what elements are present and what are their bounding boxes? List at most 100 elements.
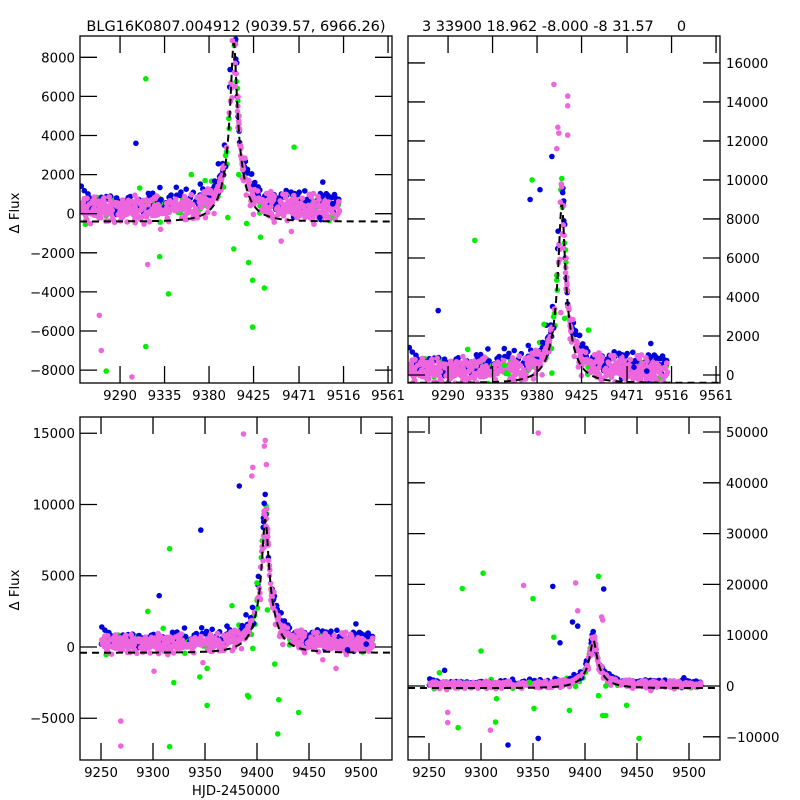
data-point-pink <box>501 357 507 364</box>
x-tick-label: 9516 <box>327 389 361 404</box>
data-point-pink <box>132 192 138 198</box>
data-point-pink <box>411 378 417 383</box>
data-point-blue <box>363 641 370 647</box>
ylabel-top: Δ Flux <box>8 192 23 233</box>
data-point-pink <box>646 372 653 378</box>
y-tick-label: 10000 <box>33 498 75 513</box>
data-point-pink <box>198 204 205 211</box>
data-point-pink <box>368 645 374 651</box>
data-point-green <box>202 177 208 184</box>
data-point-green <box>464 346 471 353</box>
y-tick-label: −5000 <box>30 712 75 727</box>
data-point-blue <box>441 667 448 674</box>
data-point-pink <box>411 357 418 363</box>
data-point-pink <box>320 200 327 207</box>
data-point-blue <box>317 214 323 221</box>
data-point-pink <box>311 629 317 636</box>
data-point-blue <box>81 187 88 194</box>
data-point-pink <box>265 557 272 564</box>
data-point-pink <box>228 633 235 640</box>
data-point-pink <box>620 680 626 687</box>
data-point-pink <box>546 348 552 355</box>
data-point-green <box>478 648 484 654</box>
data-point-pink <box>468 358 475 365</box>
y-tick-label: 15000 <box>33 427 75 442</box>
data-point-pink <box>619 365 625 371</box>
data-point-pink <box>507 364 513 370</box>
data-point-pink <box>129 374 135 380</box>
data-point-pink <box>277 206 283 213</box>
data-point-green <box>559 175 565 182</box>
data-point-pink <box>441 361 447 367</box>
x-tick-label: 9350 <box>516 766 550 781</box>
data-point-pink <box>145 201 152 208</box>
data-point-green <box>530 595 536 602</box>
data-point-pink <box>556 677 562 684</box>
data-point-pink <box>629 678 636 685</box>
data-point-pink <box>559 184 565 190</box>
data-point-pink <box>269 594 276 600</box>
data-point-blue <box>511 347 517 354</box>
data-point-pink <box>140 197 147 204</box>
x-tick-label: 9500 <box>672 766 706 781</box>
data-point-pink <box>487 727 494 733</box>
data-point-pink <box>94 199 101 206</box>
data-point-pink <box>434 368 441 375</box>
data-point-pink <box>201 195 208 201</box>
plot-area <box>80 431 392 750</box>
data-point-blue <box>156 592 162 599</box>
data-point-pink <box>679 683 686 689</box>
data-point-pink <box>595 660 602 667</box>
data-point-green <box>204 665 210 672</box>
data-point-blue <box>328 628 334 634</box>
data-point-pink <box>151 194 158 201</box>
data-point-pink <box>522 376 529 382</box>
panel-top-right: 9290 9335 9380 9425 9471 9516 9561 0 2000 4000 600… <box>407 35 768 404</box>
data-point-blue <box>659 353 666 359</box>
data-point-blue <box>441 356 448 363</box>
data-point-pink <box>263 190 270 197</box>
data-point-blue <box>149 190 156 196</box>
data-point-pink <box>218 187 224 194</box>
data-point-blue <box>168 192 174 198</box>
data-point-blue <box>209 626 215 633</box>
data-point-pink <box>141 221 147 227</box>
data-point-green <box>595 692 602 699</box>
data-point-pink <box>288 228 295 235</box>
axes-frame <box>79 35 393 384</box>
data-point-pink <box>155 641 161 648</box>
data-point-pink <box>495 359 501 365</box>
data-point-pink <box>96 312 103 319</box>
data-point-pink <box>95 209 102 216</box>
data-point-green <box>455 724 461 731</box>
data-point-green <box>250 645 256 652</box>
data-point-pink <box>271 193 278 200</box>
data-point-pink <box>208 648 214 655</box>
plot-area <box>80 36 392 380</box>
data-point-green <box>271 661 278 667</box>
y-tick-label: 10000 <box>726 174 768 189</box>
data-point-pink <box>483 682 489 688</box>
x-tick-label: 9400 <box>240 766 274 781</box>
data-point-pink <box>597 375 603 382</box>
data-point-green <box>527 679 533 686</box>
data-point-pink <box>234 628 241 635</box>
x-tick-label: 9290 <box>431 389 465 404</box>
data-point-blue <box>236 483 243 489</box>
data-point-pink <box>135 636 142 642</box>
data-point-blue <box>631 364 637 371</box>
data-point-pink <box>483 362 489 369</box>
data-point-blue <box>173 184 180 191</box>
data-point-green <box>254 580 260 586</box>
axes-frame <box>79 416 393 761</box>
data-point-pink <box>291 197 297 204</box>
data-point-pink <box>250 464 256 471</box>
y-tick-label: 50000 <box>726 426 768 441</box>
data-point-green <box>291 144 297 150</box>
data-point-pink <box>106 194 112 200</box>
x-tick-label: 9450 <box>292 766 326 781</box>
data-point-pink <box>280 213 287 219</box>
data-point-pink <box>333 638 339 644</box>
data-point-green <box>529 177 535 183</box>
data-point-pink <box>465 362 472 369</box>
